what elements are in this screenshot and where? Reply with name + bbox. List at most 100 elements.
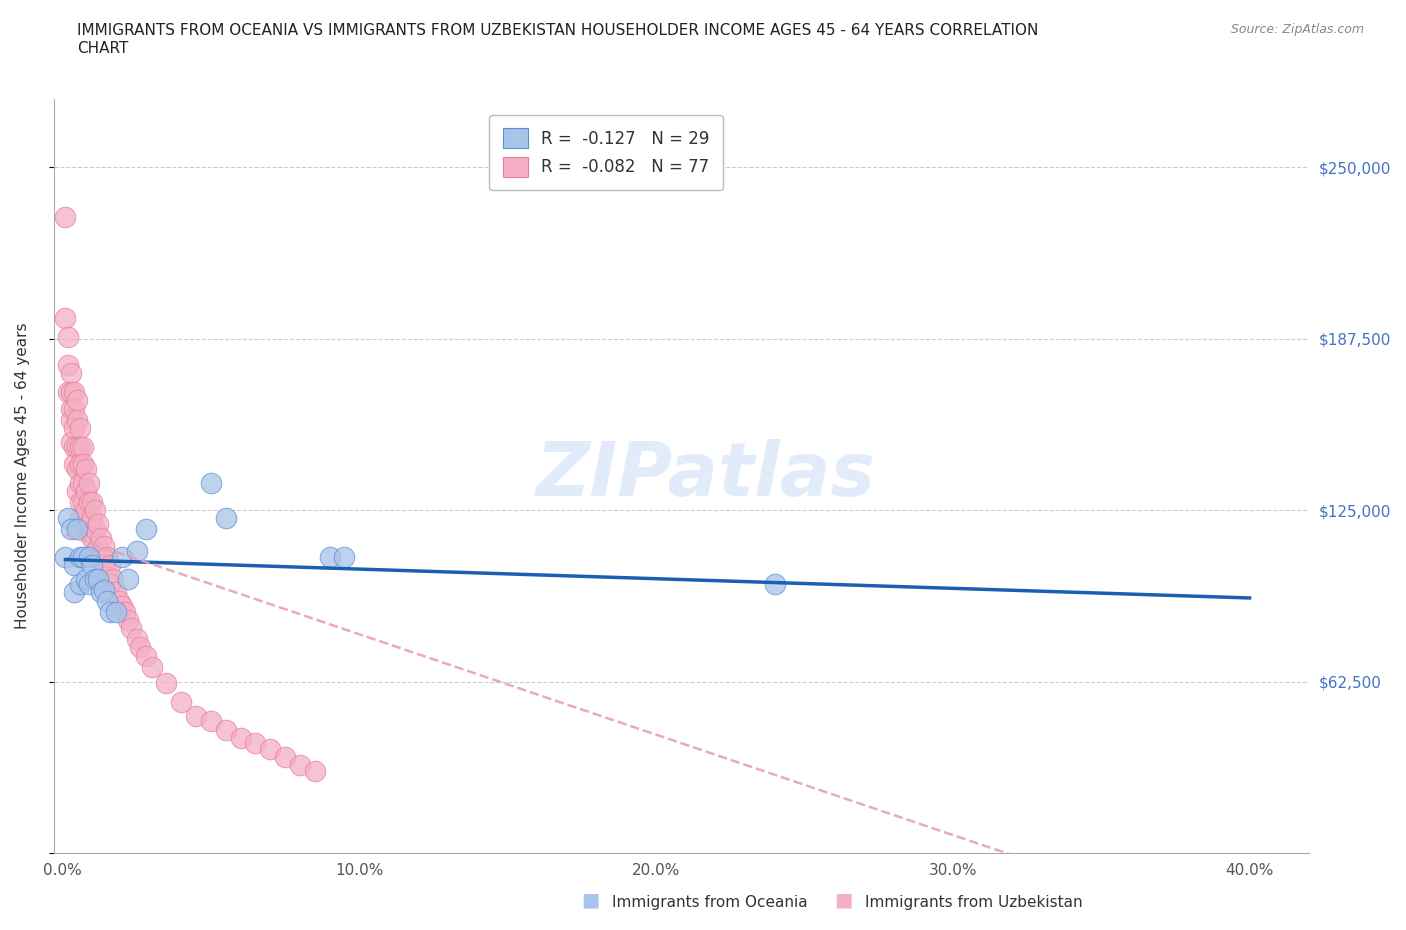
Point [229, 730, 252, 745]
Point [75, 522, 97, 537]
Point [77, 577, 100, 591]
Point [215, 511, 238, 525]
Point [72, 440, 94, 455]
Text: ■: ■ [834, 891, 853, 910]
Point [93, 582, 115, 597]
Point [84, 544, 107, 559]
Point [63, 385, 86, 400]
Text: ■: ■ [581, 891, 600, 910]
Point [66, 522, 89, 537]
Point [60, 385, 83, 400]
Point [75, 571, 97, 586]
Point [63, 401, 86, 416]
Point [77, 495, 100, 510]
Point [96, 550, 118, 565]
Point [84, 571, 107, 586]
Point [128, 640, 150, 655]
Point [108, 593, 131, 608]
Point [69, 420, 91, 435]
Point [98, 604, 121, 619]
Point [259, 741, 281, 756]
Y-axis label: Householder Income Ages 45 - 64 years: Householder Income Ages 45 - 64 years [15, 323, 30, 629]
Point [87, 516, 110, 531]
Point [55, 550, 77, 565]
Point [77, 475, 100, 490]
Point [77, 516, 100, 531]
Point [60, 434, 83, 449]
Point [125, 544, 148, 559]
Point [77, 550, 100, 565]
Point [58, 385, 80, 400]
Point [125, 631, 148, 646]
Point [82, 495, 104, 510]
Point [69, 577, 91, 591]
Text: Source: ZipAtlas.com: Source: ZipAtlas.com [1230, 23, 1364, 36]
Point [75, 484, 97, 498]
Point [82, 530, 104, 545]
Point [111, 550, 134, 565]
Point [87, 571, 110, 586]
Point [763, 577, 786, 591]
Point [333, 550, 356, 565]
Point [63, 420, 86, 435]
Point [72, 475, 94, 490]
Point [117, 613, 139, 628]
Point [66, 461, 89, 476]
Point [82, 550, 104, 565]
Point [66, 484, 89, 498]
Point [69, 550, 91, 565]
Point [135, 648, 157, 663]
Point [72, 456, 94, 471]
Point [114, 604, 136, 619]
Point [200, 714, 222, 729]
Point [63, 440, 86, 455]
Point [63, 558, 86, 573]
Point [84, 522, 107, 537]
Point [98, 558, 121, 573]
Point [58, 511, 80, 525]
Text: ZIPatlas: ZIPatlas [536, 439, 876, 512]
Point [170, 695, 193, 710]
Point [60, 365, 83, 380]
Point [101, 571, 124, 586]
Point [63, 585, 86, 600]
Point [184, 709, 207, 724]
Point [90, 585, 112, 600]
Point [104, 585, 127, 600]
Point [93, 538, 115, 553]
Text: IMMIGRANTS FROM OCEANIA VS IMMIGRANTS FROM UZBEKISTAN HOUSEHOLDER INCOME AGES 45: IMMIGRANTS FROM OCEANIA VS IMMIGRANTS FR… [77, 23, 1039, 56]
Point [60, 401, 83, 416]
Point [96, 593, 118, 608]
Point [82, 558, 104, 573]
Point [69, 475, 91, 490]
Point [87, 538, 110, 553]
Point [75, 461, 97, 476]
Point [96, 571, 118, 586]
Point [155, 675, 177, 690]
Point [55, 311, 77, 325]
Point [58, 357, 80, 372]
Point [288, 758, 311, 773]
Point [90, 530, 112, 545]
Legend: R =  -0.127   N = 29, R =  -0.082   N = 77: R = -0.127 N = 29, R = -0.082 N = 77 [489, 114, 723, 191]
Point [69, 511, 91, 525]
Point [63, 456, 86, 471]
Point [93, 558, 115, 573]
Point [84, 503, 107, 518]
Point [245, 736, 267, 751]
Point [72, 516, 94, 531]
Point [69, 495, 91, 510]
Point [111, 599, 134, 614]
Point [135, 522, 157, 537]
Point [318, 550, 340, 565]
Point [66, 393, 89, 408]
Point [117, 571, 139, 586]
Point [58, 330, 80, 345]
Point [104, 604, 127, 619]
Point [72, 495, 94, 510]
Point [90, 550, 112, 565]
Point [141, 659, 163, 674]
Point [120, 620, 142, 635]
Point [200, 475, 222, 490]
Text: Immigrants from Uzbekistan: Immigrants from Uzbekistan [865, 895, 1083, 910]
